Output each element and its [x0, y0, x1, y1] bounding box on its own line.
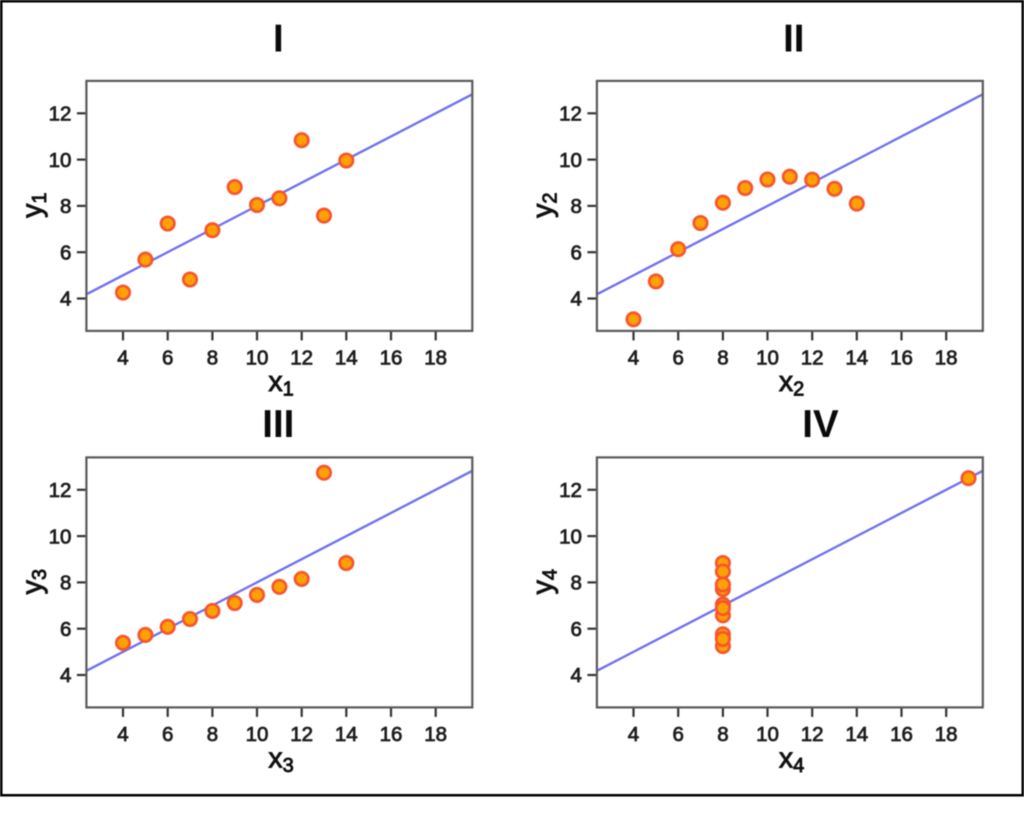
svg-text:12: 12: [801, 346, 824, 369]
svg-text:12: 12: [559, 103, 582, 126]
svg-text:6: 6: [570, 618, 581, 641]
svg-text:8: 8: [717, 723, 728, 746]
svg-text:16: 16: [890, 723, 913, 746]
svg-text:10: 10: [756, 346, 779, 369]
svg-text:8: 8: [570, 195, 581, 218]
svg-text:10: 10: [559, 525, 582, 548]
svg-text:6: 6: [672, 723, 683, 746]
svg-text:6: 6: [162, 723, 173, 746]
svg-text:10: 10: [756, 723, 779, 746]
svg-text:4: 4: [60, 288, 71, 311]
svg-text:10: 10: [246, 723, 269, 746]
svg-text:18: 18: [935, 723, 958, 746]
svg-text:x1: x1: [268, 366, 293, 401]
svg-text:16: 16: [380, 346, 403, 369]
svg-text:III: III: [262, 403, 294, 446]
svg-text:12: 12: [49, 103, 72, 126]
svg-text:IV: IV: [802, 403, 839, 446]
svg-text:6: 6: [60, 241, 71, 264]
svg-text:14: 14: [335, 723, 358, 746]
svg-text:6: 6: [672, 346, 683, 369]
svg-text:6: 6: [162, 346, 173, 369]
svg-text:II: II: [783, 17, 804, 60]
svg-text:18: 18: [935, 346, 958, 369]
svg-text:16: 16: [380, 723, 403, 746]
svg-text:8: 8: [717, 346, 728, 369]
svg-text:18: 18: [424, 346, 447, 369]
svg-text:4: 4: [117, 723, 128, 746]
svg-text:4: 4: [570, 288, 581, 311]
svg-text:x2: x2: [779, 366, 804, 401]
svg-text:4: 4: [570, 664, 581, 687]
svg-text:10: 10: [49, 525, 72, 548]
svg-text:8: 8: [60, 195, 71, 218]
svg-text:14: 14: [845, 723, 868, 746]
svg-text:4: 4: [628, 723, 639, 746]
svg-text:4: 4: [628, 346, 639, 369]
svg-text:10: 10: [246, 346, 269, 369]
svg-text:12: 12: [801, 723, 824, 746]
svg-text:10: 10: [559, 149, 582, 172]
svg-text:I: I: [273, 17, 284, 60]
svg-text:18: 18: [424, 723, 447, 746]
svg-text:12: 12: [290, 723, 313, 746]
svg-text:12: 12: [559, 479, 582, 502]
svg-text:y2: y2: [527, 193, 562, 218]
svg-text:4: 4: [117, 346, 128, 369]
svg-text:12: 12: [290, 346, 313, 369]
svg-text:6: 6: [570, 241, 581, 264]
svg-text:8: 8: [207, 346, 218, 369]
svg-text:14: 14: [845, 346, 868, 369]
svg-text:4: 4: [60, 664, 71, 687]
svg-text:8: 8: [60, 572, 71, 595]
svg-text:12: 12: [49, 479, 72, 502]
svg-text:14: 14: [335, 346, 358, 369]
svg-text:8: 8: [207, 723, 218, 746]
svg-text:10: 10: [49, 149, 72, 172]
svg-text:8: 8: [570, 572, 581, 595]
svg-text:16: 16: [890, 346, 913, 369]
svg-text:6: 6: [60, 618, 71, 641]
